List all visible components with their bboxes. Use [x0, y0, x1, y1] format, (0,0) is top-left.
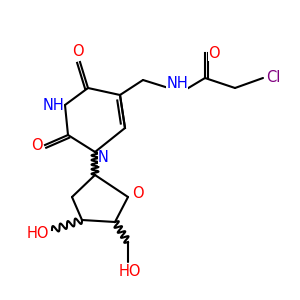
Text: N: N [98, 151, 108, 166]
Text: O: O [208, 46, 220, 61]
Text: Cl: Cl [266, 70, 280, 86]
Text: O: O [72, 44, 84, 59]
Text: NH: NH [166, 76, 188, 91]
Text: NH: NH [42, 98, 64, 112]
Text: O: O [31, 137, 43, 152]
Text: O: O [132, 187, 144, 202]
Text: HO: HO [27, 226, 49, 241]
Text: HO: HO [119, 265, 141, 280]
